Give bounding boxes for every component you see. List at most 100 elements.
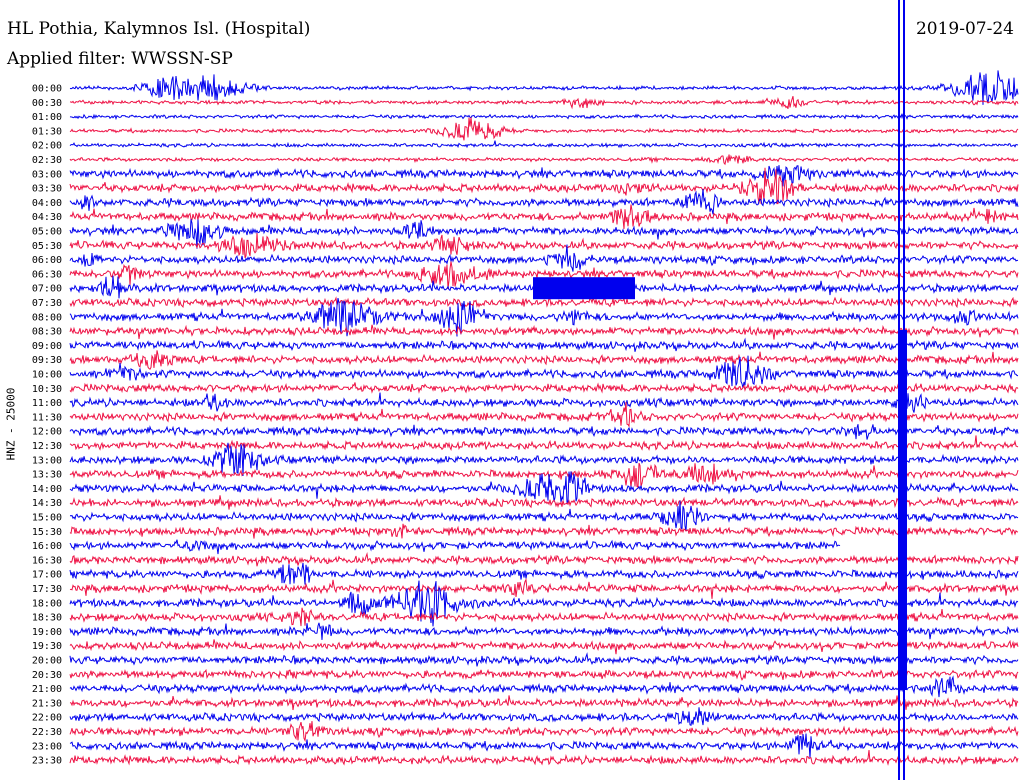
tick-labels-group: 00:00 00:30 01:00 01:30 02:00 02:30 03:00 03:30… [32,84,62,767]
row-time-label: 00:30 [32,98,62,109]
trace-line [69,113,1019,121]
trace-line [69,204,1019,229]
trace-line [69,607,1019,627]
trace-line [69,622,1019,640]
row-time-label: 04:00 [32,198,62,209]
row-time-label: 05:00 [32,227,62,238]
row-time-label: 01:30 [32,126,62,137]
row-time-label: 06:30 [32,269,62,280]
row-time-label: 02:00 [32,141,62,152]
trace-line [69,350,1019,370]
row-time-label: 17:30 [32,584,62,595]
trace-line [69,424,1019,440]
row-time-label: 17:00 [32,570,62,581]
row-time-label: 22:30 [32,727,62,738]
row-time-label: 07:30 [32,298,62,309]
row-time-label: 03:00 [32,169,62,180]
row-time-label: 13:00 [32,455,62,466]
traces-group [69,70,1019,766]
date-label: 2019-07-24 [915,19,1014,39]
saturated-vertical-segment [898,330,907,690]
trace-line [69,382,1019,394]
trace-line [69,471,1019,505]
row-time-label: 19:30 [32,641,62,652]
row-time-label: 07:00 [32,284,62,295]
row-time-label: 20:00 [32,656,62,667]
row-time-label: 05:30 [32,241,62,252]
trace-line [69,117,1019,141]
row-time-label: 18:30 [32,613,62,624]
row-time-label: 14:00 [32,484,62,495]
row-time-label: 00:00 [32,84,62,95]
row-time-label: 09:00 [32,341,62,352]
row-time-label: 19:00 [32,627,62,638]
trace-line [69,189,1019,215]
trace-line [69,523,1019,539]
row-time-label: 09:30 [32,355,62,366]
trace-line [69,324,1019,340]
row-time-label: 08:00 [32,312,62,323]
row-time-label: 23:30 [32,756,62,767]
overlay-group [533,0,907,780]
trace-line [69,707,1019,727]
trace-line [69,219,1019,249]
row-time-label: 12:00 [32,427,62,438]
trace-line [69,165,1019,187]
row-time-label: 01:00 [32,112,62,123]
trace-line [69,749,1019,766]
trace-line [69,721,1019,743]
trace-line [69,261,1019,289]
row-time-label: 15:30 [32,527,62,538]
row-time-label: 10:30 [32,384,62,395]
row-time-label: 20:30 [32,670,62,681]
row-time-label: 22:00 [32,713,62,724]
filter-label: Applied filter: WWSSN-SP [7,49,233,69]
trace-line [69,675,1019,698]
trace-line [69,652,1019,667]
trace-line [69,355,1019,389]
trace-line [69,733,1019,759]
trace-line [69,539,841,555]
trace-line [69,435,1019,452]
row-time-label: 23:00 [32,741,62,752]
trace-line [69,96,1019,110]
trace-line [69,167,1019,205]
trace-line [69,695,1019,711]
trace-line [69,297,1019,337]
trace-line [69,232,1019,259]
trace-line [69,140,1019,149]
saturated-block [533,277,635,300]
trace-line [69,580,1019,627]
trace-line [69,639,1019,655]
row-time-label: 13:30 [32,470,62,481]
row-time-label: 21:30 [32,698,62,709]
row-time-label: 18:00 [32,598,62,609]
row-time-label: 06:00 [32,255,62,266]
row-time-label: 15:00 [32,513,62,524]
row-time-label: 08:30 [32,327,62,338]
row-time-label: 11:30 [32,412,62,423]
row-time-label: 21:00 [32,684,62,695]
row-time-label: 11:00 [32,398,62,409]
trace-line [69,337,1019,352]
row-time-label: 16:00 [32,541,62,552]
row-time-label: 04:30 [32,212,62,223]
row-time-label: 12:30 [32,441,62,452]
trace-line [69,462,1019,489]
row-time-label: 10:00 [32,370,62,381]
row-time-label: 16:30 [32,555,62,566]
trace-line [69,70,1019,105]
trace-line [69,392,1019,413]
trace-line [69,296,1019,309]
trace-line [69,562,1019,585]
trace-line [69,244,1019,272]
row-time-label: 03:30 [32,184,62,195]
trace-line [69,552,1019,567]
row-time-label: 02:30 [32,155,62,166]
trace-line [69,500,1019,532]
trace-line [69,668,1019,681]
trace-line [69,401,1019,428]
trace-line [69,154,1019,166]
trace-line [69,577,1019,599]
